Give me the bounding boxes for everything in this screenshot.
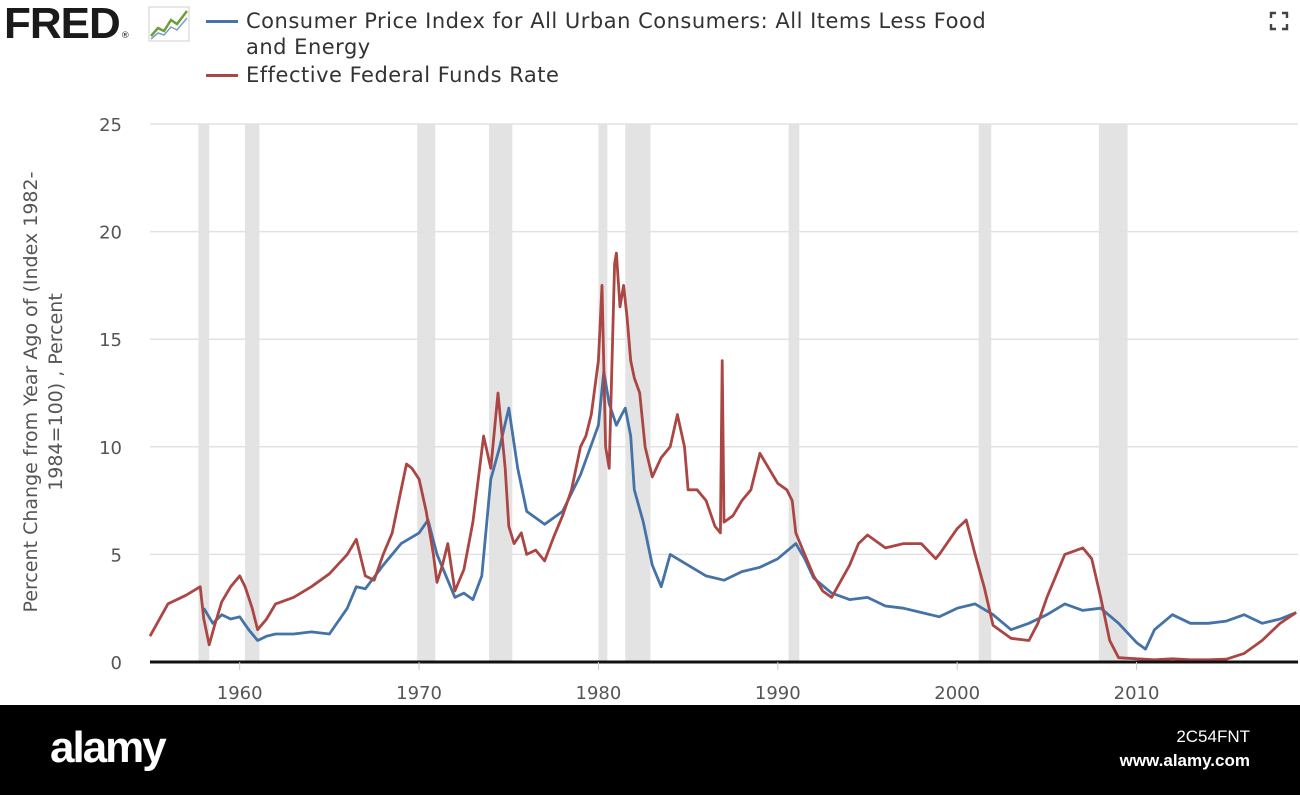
y-tick-label-1: 5 — [111, 545, 122, 566]
series-line-fedfunds[interactable] — [148, 251, 1297, 662]
registered-mark: ® — [120, 31, 130, 41]
recession-band-2 — [417, 124, 436, 662]
x-tick-label-0: 1960 — [217, 683, 263, 704]
y-axis-label-line-1: Percent Change from Year Ago of (Index 1… — [20, 172, 42, 613]
legend-item-cpi[interactable]: Consumer Price Index for All Urban Consu… — [206, 8, 1006, 60]
x-tick-label-1: 1970 — [396, 683, 442, 704]
fullscreen-icon[interactable] — [1268, 10, 1290, 32]
x-tick-labels: 1960 1970 1980 1990 2000 2010 — [217, 683, 1160, 704]
footer-image-id: 2C54FNT — [1176, 727, 1250, 746]
y-tick-label-0: 0 — [111, 653, 122, 674]
x-tick-label-2: 1980 — [576, 683, 622, 704]
recession-band-0 — [198, 124, 210, 662]
recession-band-1 — [245, 124, 260, 662]
recession-band-3 — [489, 124, 513, 662]
x-tick-label-5: 2010 — [1114, 683, 1160, 704]
x-tick-label-3: 1990 — [755, 683, 801, 704]
fred-logo-text: FRED — [4, 0, 121, 48]
axis — [150, 660, 1298, 670]
fred-logo[interactable]: FRED ® — [4, 2, 130, 46]
recession-band-6 — [788, 124, 800, 662]
recession-band-5 — [625, 124, 651, 662]
x-tick-label-4: 2000 — [934, 683, 980, 704]
y-tick-label-5: 25 — [99, 115, 122, 136]
y-tick-label-3: 15 — [99, 330, 122, 351]
y-tick-label-4: 20 — [99, 223, 122, 244]
footer-url: www.alamy.com — [1119, 751, 1250, 770]
footer-brand: alamy — [50, 723, 167, 772]
y-axis-label-line-2: 1984=100) , Percent — [45, 293, 67, 491]
recession-band-7 — [978, 124, 992, 662]
chart-legend: Consumer Price Index for All Urban Consu… — [206, 8, 1006, 88]
legend-label-fedfunds: Effective Federal Funds Rate — [246, 63, 560, 87]
fred-graph-icon — [148, 6, 190, 42]
y-tick-label-2: 10 — [99, 438, 122, 459]
legend-line-fedfunds — [206, 74, 238, 77]
series-lines — [148, 251, 1297, 662]
recession-band-8 — [1098, 124, 1128, 662]
legend-line-cpi — [206, 20, 238, 23]
chart-area: 0 5 10 15 20 25 1960 1970 1980 1990 2000 2010 Perc… — [20, 115, 1298, 704]
series-line-cpi[interactable] — [202, 370, 1297, 651]
legend-label-cpi: Consumer Price Index for All Urban Consu… — [246, 9, 987, 59]
y-tick-labels: 0 5 10 15 20 25 — [99, 115, 122, 674]
watermark-footer: alamy 2C54FNT www.alamy.com — [0, 705, 1300, 795]
legend-item-fedfunds[interactable]: Effective Federal Funds Rate — [206, 62, 1006, 88]
